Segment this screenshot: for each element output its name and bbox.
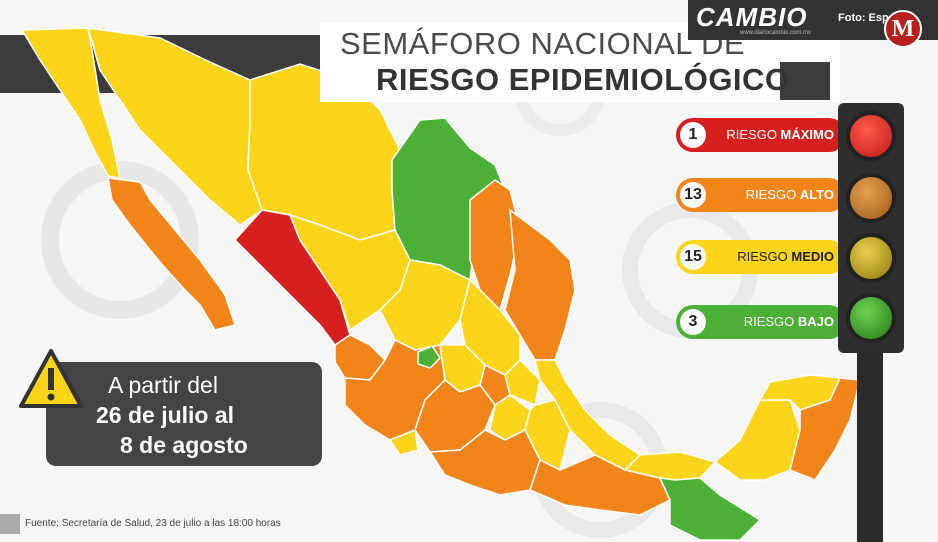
date-notice-line3: 8 de agosto xyxy=(120,432,248,458)
state-tamaulipas xyxy=(504,208,576,361)
red-light-icon xyxy=(846,111,896,161)
brand-url: www.diariocambio.com.mx xyxy=(740,30,812,36)
state-hidalgo xyxy=(504,358,541,407)
legend-count: 13 xyxy=(680,182,706,208)
date-notice-box xyxy=(46,362,322,466)
legend-label: RIESGO MEDIO xyxy=(737,249,834,264)
legend-item-bajo: 3 RIESGO BAJO xyxy=(676,305,846,339)
date-notice-line1: A partir del xyxy=(108,372,218,398)
state-chiapas xyxy=(658,477,762,541)
legend-item-alto: 13 RIESGO ALTO xyxy=(676,178,846,212)
legend-item-medio: 15 RIESGO MEDIO xyxy=(676,240,846,274)
date-notice-line2: 26 de julio al xyxy=(96,402,235,428)
traffic-light xyxy=(838,103,904,353)
legend-label: RIESGO MÁXIMO xyxy=(726,127,834,142)
state-baja-california-sur xyxy=(107,177,236,331)
legend-label: RIESGO ALTO xyxy=(745,187,834,202)
traffic-light-pole xyxy=(857,350,883,542)
amber-light-icon xyxy=(846,173,896,223)
state-colima xyxy=(388,428,419,456)
page-title-line2: RIESGO EPIDEMIOLÓGICO xyxy=(376,62,790,97)
state-campeche xyxy=(713,399,801,481)
state-aguascalientes xyxy=(417,345,441,369)
source-note: Fuente: Secretaría de Salud, 23 de julio… xyxy=(25,518,281,529)
legend-item-maximo: 1 RIESGO MÁXIMO xyxy=(676,118,846,152)
brand-name: CAMBIO xyxy=(696,2,808,32)
warning-icon xyxy=(19,349,83,408)
source-marker xyxy=(0,514,20,534)
state-sonora xyxy=(86,27,263,226)
state-baja-california xyxy=(20,27,121,179)
legend-count: 15 xyxy=(680,244,706,270)
page-title-line1: SEMÁFORO NACIONAL DE xyxy=(340,26,746,61)
state-nuevo-leon xyxy=(469,179,521,312)
green-light-icon xyxy=(846,293,896,343)
title-accent-bar-right xyxy=(780,62,830,100)
legend-label: RIESGO BAJO xyxy=(743,314,834,329)
legend-count: 3 xyxy=(680,309,706,335)
brand-logo: M xyxy=(884,10,922,48)
legend-count: 1 xyxy=(680,122,706,148)
state-quintana-roo xyxy=(789,377,861,481)
yellow-light-icon xyxy=(846,233,896,283)
